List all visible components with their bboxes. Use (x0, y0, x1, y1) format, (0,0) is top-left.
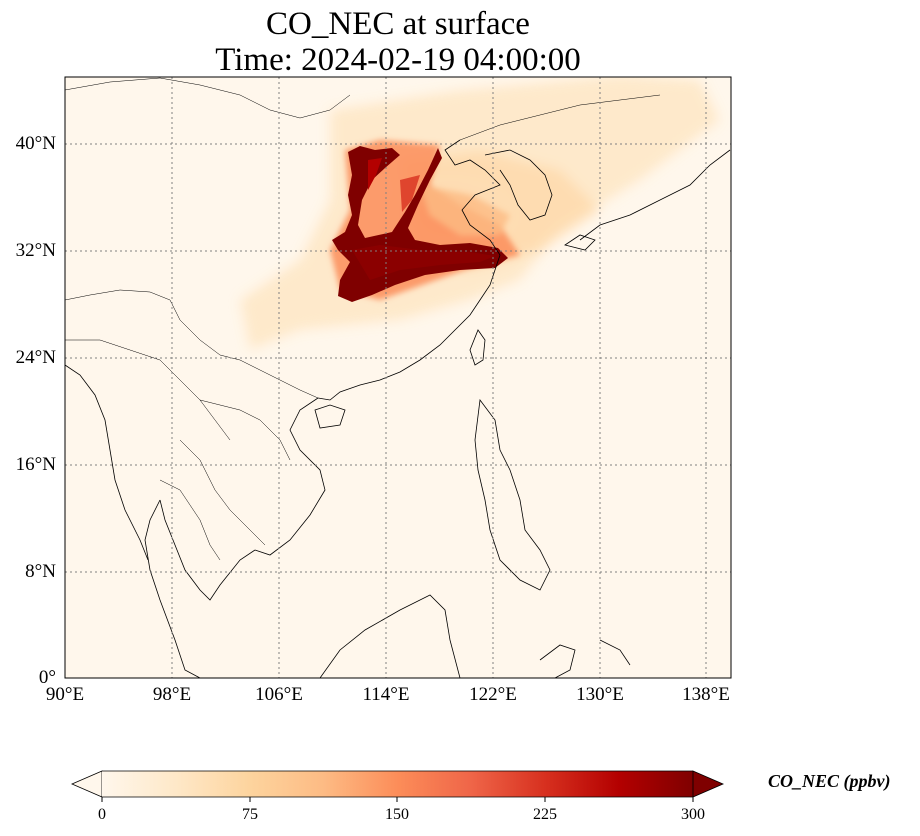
colorbar-extend-low (70, 770, 103, 798)
map-title: CO_NEC at surface (266, 6, 530, 42)
colorbar-gradient (102, 771, 693, 797)
lat-tick-label: 40°N (15, 133, 56, 154)
colorbar-tick-label: 225 (533, 806, 557, 823)
map-time-subtitle: Time: 2024-02-19 04:00:00 (215, 42, 581, 78)
lon-tick-label: 138°E (682, 684, 730, 705)
lon-tick-label: 130°E (576, 684, 624, 705)
lat-tick-label: 16°N (15, 454, 56, 475)
lon-tick-label: 98°E (152, 684, 192, 705)
map-frame (64, 76, 732, 679)
lat-tick-label: 24°N (15, 347, 56, 368)
colorbar (70, 770, 725, 802)
colorbar-tick-label: 75 (242, 806, 258, 823)
lon-tick-label: 90°E (45, 684, 85, 705)
lat-tick-label: 0° (38, 667, 56, 688)
lon-tick-label: 122°E (469, 684, 517, 705)
lat-tick-label: 32°N (15, 240, 56, 261)
concentration-field (65, 77, 731, 678)
colorbar-tick-label: 0 (98, 806, 106, 823)
lat-tick-label: 8°N (25, 561, 56, 582)
colorbar-label: CO_NEC (ppbv) (768, 771, 891, 791)
lon-tick-label: 114°E (362, 684, 410, 705)
colorbar-tick-label: 300 (681, 806, 705, 823)
colorbar-tick-label: 150 (385, 806, 409, 823)
lon-tick-label: 106°E (255, 684, 303, 705)
coastlines (65, 77, 731, 678)
high-concentration-core (332, 146, 508, 302)
graticule (65, 77, 731, 678)
colorbar-extend-high (692, 770, 725, 798)
